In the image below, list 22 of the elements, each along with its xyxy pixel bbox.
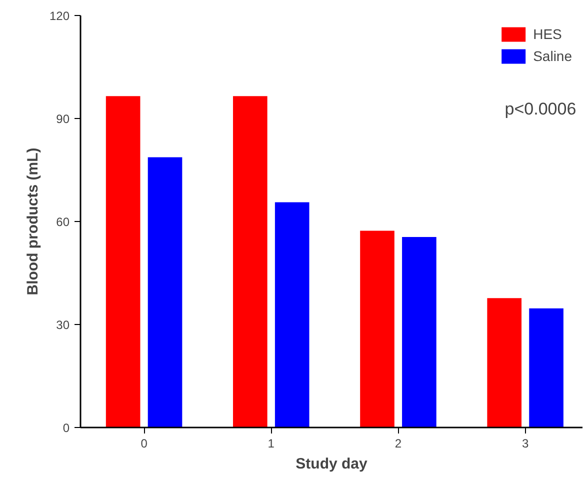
bar (529, 308, 564, 428)
legend-label: Saline (533, 48, 572, 64)
y-tick-label: 30 (56, 318, 70, 332)
bar (360, 230, 394, 428)
y-tick-label: 60 (56, 215, 70, 229)
bar (402, 236, 436, 428)
y-tick-label: 120 (49, 9, 70, 23)
bar (274, 202, 310, 428)
x-tick-label: 0 (140, 436, 148, 450)
bar (487, 298, 522, 428)
x-tick-label: 1 (268, 436, 275, 450)
annotation: p<0.0006 (504, 100, 576, 118)
x-axis-title: Study day (296, 456, 368, 472)
bar (233, 96, 268, 428)
y-tick-label: 90 (56, 112, 70, 126)
x-tick-label: 2 (394, 436, 402, 450)
bar (106, 96, 140, 428)
y-axis-title: Blood products (mL) (24, 148, 42, 296)
legend-label: HES (533, 26, 562, 42)
bar (148, 157, 182, 428)
x-tick-label: 3 (522, 436, 529, 450)
y-tick-label: 0 (62, 421, 70, 435)
